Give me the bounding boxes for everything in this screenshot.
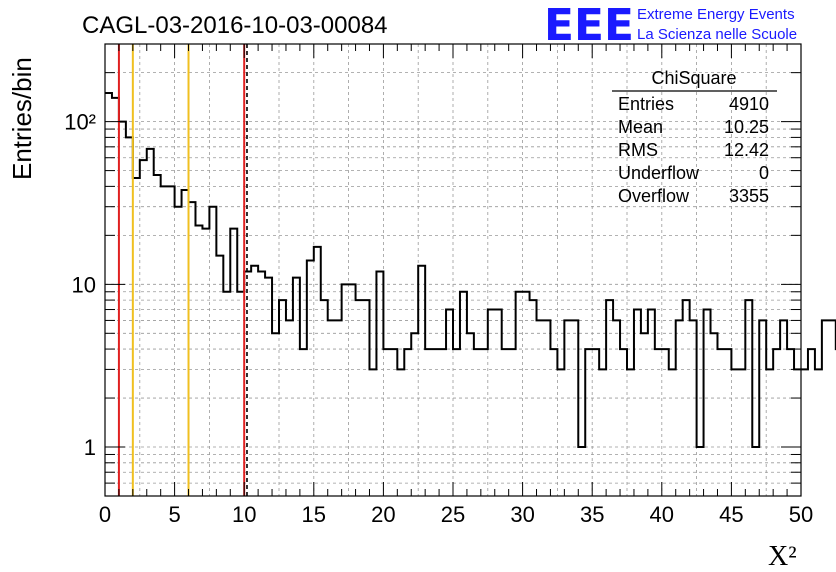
stats-value-overflow: 3355 [729, 186, 769, 206]
x-tick-label: 50 [789, 502, 813, 527]
stats-label-entries: Entries [618, 94, 674, 114]
x-tick-label: 25 [441, 502, 465, 527]
histogram-step [105, 91, 836, 449]
x-tick-label: 30 [510, 502, 534, 527]
y-tick-label: 1 [84, 435, 96, 460]
x-tick-label: 45 [719, 502, 743, 527]
stats-value-underflow: 0 [759, 163, 769, 183]
x-axis-label: X² [768, 541, 797, 572]
y-tick-label: 10² [64, 110, 96, 135]
logo-mark: EEE [544, 0, 634, 51]
y-axis-label: Entries/bin [7, 57, 37, 180]
stats-value-rms: 12.42 [724, 140, 769, 160]
stats-label-mean: Mean [618, 117, 663, 137]
x-tick-label: 15 [302, 502, 326, 527]
reference-lines [117, 44, 248, 496]
x-tick-label: 40 [650, 502, 674, 527]
axis-ticks: 0 5 10 15 20 25 30 35 40 45 50 1 10 10² [64, 43, 813, 527]
stats-box: ChiSquare Entries 4910 Mean 10.25 RMS 12… [612, 68, 777, 206]
stats-name: ChiSquare [651, 68, 736, 88]
x-tick-label: 0 [99, 502, 111, 527]
chart-title: CAGL-03-2016-10-03-00084 [82, 12, 388, 39]
logo-line2: La Scienza nelle Scuole [637, 26, 797, 43]
stats-value-entries: 4910 [729, 94, 769, 114]
x-tick-label: 20 [371, 502, 395, 527]
stats-label-overflow: Overflow [618, 186, 690, 206]
x-tick-label: 35 [580, 502, 604, 527]
y-tick-label: 10 [72, 272, 96, 297]
x-tick-label: 10 [232, 502, 256, 527]
stats-label-underflow: Underflow [618, 163, 700, 183]
stats-value-mean: 10.25 [724, 117, 769, 137]
logo-line1: Extreme Energy Events [637, 6, 795, 23]
histogram-outline [105, 91, 836, 449]
eee-logo: EEE Extreme Energy Events La Scienza nel… [544, 0, 797, 51]
stats-label-rms: RMS [618, 140, 658, 160]
x-tick-label: 5 [168, 502, 180, 527]
grid-lines [105, 44, 801, 496]
